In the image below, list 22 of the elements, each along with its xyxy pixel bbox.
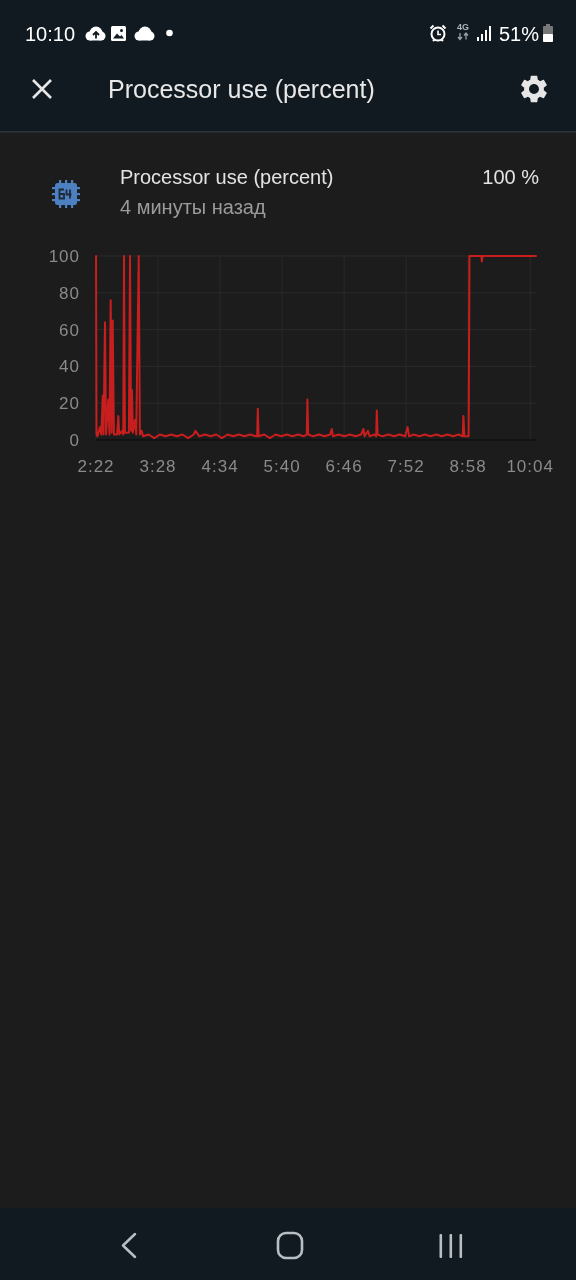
y-tick-label: 100 <box>48 246 80 266</box>
y-tick-label: 20 <box>59 394 80 414</box>
x-tick-label: 8:58 <box>449 457 487 476</box>
x-tick-label: 10:04 <box>506 457 554 476</box>
x-tick-label: 4:34 <box>201 457 239 476</box>
y-tick-label: 0 <box>69 430 80 450</box>
x-tick-label: 2:22 <box>77 457 115 476</box>
y-tick-label: 40 <box>59 357 80 377</box>
chart-title: Processor use (percent) <box>108 75 375 103</box>
text: 10:10 <box>25 23 76 45</box>
chart-subtitle: Processor use (percent) <box>120 166 334 188</box>
text: 4 минуты назад <box>120 196 266 218</box>
y-tick-label: 80 <box>59 283 80 303</box>
y-tick-label: 60 <box>59 320 80 340</box>
text: 51% <box>499 23 540 45</box>
x-tick-label: 5:40 <box>263 457 301 476</box>
text: 100 % <box>482 166 540 188</box>
x-tick-label: 7:52 <box>387 457 425 476</box>
x-tick-label: 6:46 <box>325 457 363 476</box>
x-tick-label: 3:28 <box>139 457 177 476</box>
line-series <box>95 255 537 440</box>
text: 4G <box>456 22 470 32</box>
